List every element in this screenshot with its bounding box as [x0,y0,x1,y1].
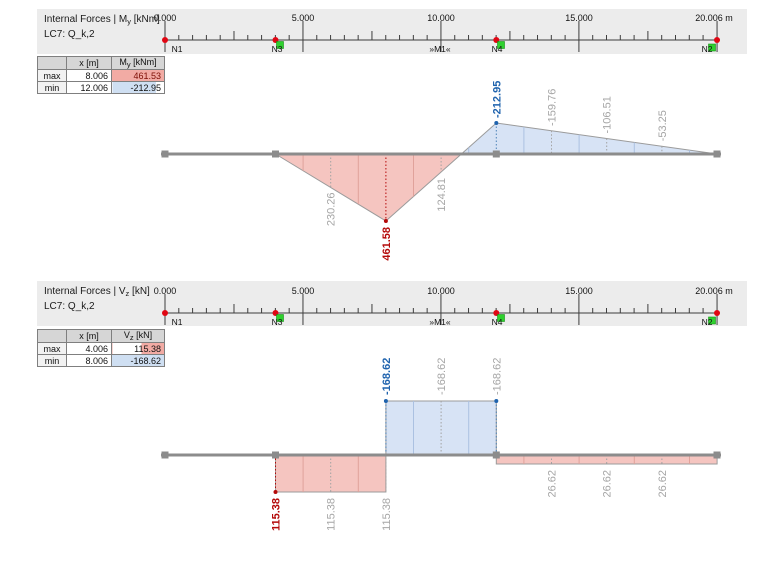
shear-value-label: 115.38 [326,498,338,531]
shear-diagram-panel: 0.000 5.000 10.000 15.000 20.006 m N1 N3… [154,286,733,531]
ruler [163,294,720,325]
ruler-tick-label: 20.006 m [695,286,733,296]
support-icon [497,314,505,322]
node-label: N1 [172,317,183,327]
member-label: »M1« [429,44,451,54]
support-icon [276,314,284,322]
support-icon [708,43,716,52]
shear-panel-header-band [37,281,747,326]
ruler-tick-label: 5.000 [292,13,315,23]
panel-title-line: Internal Forces | My [kNm] [44,14,160,26]
node-marker-n1 [162,37,168,43]
ruler-tick-label: 0.000 [154,286,177,296]
moment-value-label: -159.76 [547,89,559,126]
shear-max-label: 115.38 [271,498,283,531]
shear-min-label: -168.62 [381,358,393,395]
max-shear-point [273,490,278,494]
shear-value-label: -168.62 [491,358,503,395]
table-header-row: x [m] Vz [kN] [37,329,165,343]
moment-extremes-table: x [m] My [kNm] max 8.006 461.53 min 12.0… [37,56,165,94]
row-label: min [37,81,67,94]
support-icon [276,41,284,49]
ruler-tick-label: 5.000 [292,286,315,296]
node-marker-n1 [162,310,168,316]
node-label: N2 [702,44,713,54]
table-row-min: min 8.006 -168.62 [37,354,165,367]
shear-value-label: 115.38 [381,498,393,531]
moment-negative-region [460,122,718,155]
shear-panel-title: Internal Forces | Vz [kN] LC7: Q_k,2 [44,285,150,313]
loadcase-label: LC7: Q_k,2 [44,29,95,40]
beam-node-marker [713,451,721,459]
ruler-tick-label: 15.000 [565,13,593,23]
ruler-tick-label: 10.000 [427,13,455,23]
beam-node-marker [161,150,169,158]
moment-max-label: 461.58 [381,227,393,261]
max-moment-point [383,219,388,223]
node-label: N1 [172,44,183,54]
support-icon [497,41,505,49]
min-moment-point [494,121,499,125]
moment-value-label: -53.25 [657,110,669,141]
moment-diagram-panel: 0.000 5.000 10.000 15.000 20.006 m N1 N3… [154,13,733,261]
support-icon [708,316,716,325]
node-label: N4 [492,44,503,54]
shear-extremes-table: x [m] Vz [kN] max 4.006 115.38 min 8.006… [37,329,165,367]
ruler [163,21,720,52]
ruler-tick-label: 0.000 [154,13,177,23]
node-label: N2 [702,317,713,327]
beam-node-marker [713,150,721,158]
column-header-value: Vz [kN] [111,329,165,343]
node-label: N3 [272,317,283,327]
table-row-min: min 12.006 -212.95 [37,81,165,94]
min-value-cell: -212.95 [111,81,165,94]
ruler-tick-label: 15.000 [565,286,593,296]
moment-min-label: -212.95 [491,81,503,118]
corner-cell [37,329,67,343]
node-marker-n2 [714,37,720,43]
shear-hatch-lines [275,401,690,492]
table-header-row: x [m] My [kNm] [37,56,165,70]
moment-panel-title: Internal Forces | My [kNm] LC7: Q_k,2 [44,13,160,41]
beam-node-marker [492,150,500,158]
beam-node-marker [272,451,279,459]
shear-negative-region [385,400,497,456]
shear-value-label: 26.62 [602,470,614,498]
moment-hatch-lines [302,123,690,221]
ruler-tick-label: 10.000 [427,286,455,296]
node-label: N4 [492,317,503,327]
moment-value-label: -106.51 [602,96,614,133]
moment-value-label: 124.81 [436,178,448,212]
beam-node-marker [272,150,279,158]
shear-value-label: 26.62 [547,470,559,498]
beam-node-marker [492,451,500,459]
panel-title-line: Internal Forces | Vz [kN] [44,286,150,298]
column-header-x: x [m] [66,56,112,70]
shear-value-label: 26.62 [657,470,669,498]
min-value-cell: -168.62 [111,354,165,367]
shear-corner-point [494,399,499,403]
moment-panel-header-band [37,9,747,54]
member-label: »M1« [429,317,451,327]
shear-value-label: -168.62 [436,358,448,395]
moment-value-label: 230.26 [326,193,338,227]
min-shear-point [383,399,388,403]
column-header-value: My [kNm] [111,56,165,70]
loadcase-label: LC7: Q_k,2 [44,301,95,312]
ruler-tick-label: 20.006 m [695,13,733,23]
beam-node-marker [161,451,169,459]
node-marker-n2 [714,310,720,316]
node-label: N3 [272,44,283,54]
